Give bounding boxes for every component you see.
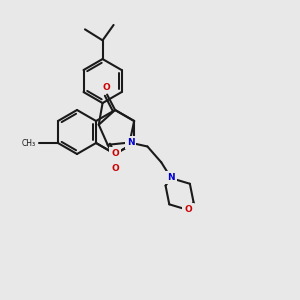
Text: N: N — [127, 138, 134, 147]
Text: CH₃: CH₃ — [22, 139, 36, 148]
Text: N: N — [167, 173, 175, 182]
Text: O: O — [111, 149, 119, 158]
Text: O: O — [184, 206, 192, 214]
Text: O: O — [111, 164, 119, 172]
Text: O: O — [102, 82, 110, 91]
